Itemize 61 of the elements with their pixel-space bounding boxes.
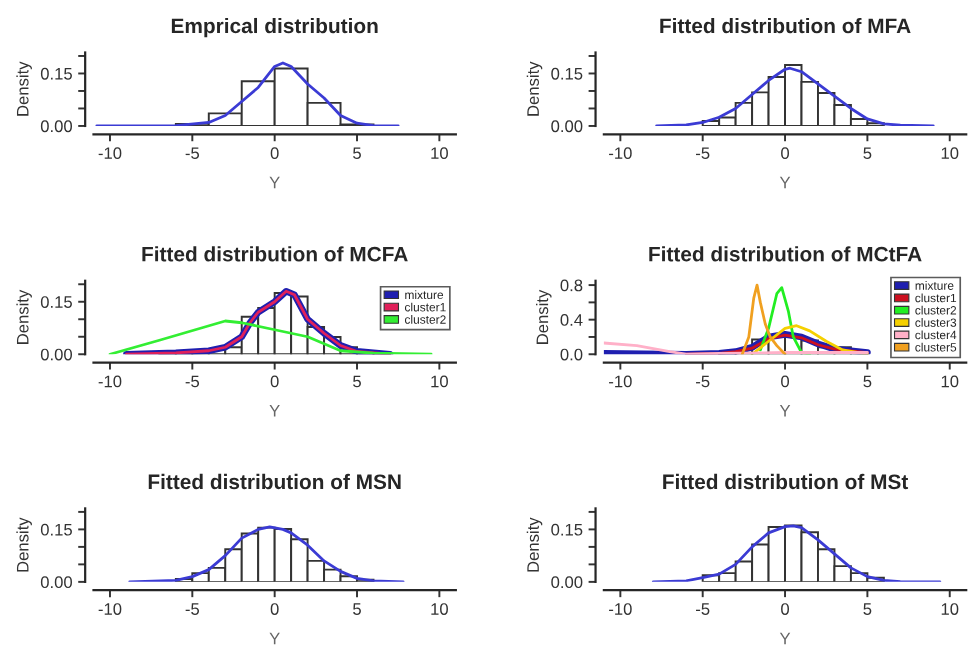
x-tick-label: 10 bbox=[431, 375, 448, 388]
y-tick-label: 0.15 bbox=[551, 523, 583, 536]
y-tick-label: 0.0 bbox=[560, 348, 583, 361]
x-tick-label: 0 bbox=[781, 147, 790, 160]
x-tick-label: 0 bbox=[781, 603, 790, 615]
chart-title: Fitted distribution of MSN bbox=[148, 473, 401, 490]
y-tick-label: 0.8 bbox=[560, 279, 583, 292]
y-tick-label: 0.15 bbox=[551, 67, 583, 80]
x-tick-label: -5 bbox=[696, 375, 710, 388]
y-tick-label: 0.00 bbox=[551, 120, 583, 133]
y-tick-label: 0.15 bbox=[40, 296, 72, 308]
y-axis-title: Density bbox=[16, 289, 32, 344]
x-tick-label: -5 bbox=[696, 147, 710, 160]
y-tick-label: 0.4 bbox=[560, 314, 583, 326]
y-tick-label: 0.15 bbox=[40, 67, 72, 80]
y-axis-title: Density bbox=[526, 61, 543, 116]
x-axis-title: Y bbox=[269, 176, 280, 189]
y-axis-title: Density bbox=[536, 289, 552, 344]
x-axis-title: Y bbox=[779, 176, 791, 189]
y-axis-title: Density bbox=[16, 517, 32, 572]
x-tick-label: -5 bbox=[696, 603, 710, 615]
x-axis-title: Y bbox=[779, 405, 791, 417]
chart-title: Emprical distribution bbox=[171, 17, 378, 38]
y-tick-label: 0.00 bbox=[40, 348, 73, 361]
x-tick-label: 5 bbox=[353, 375, 361, 388]
y-tick-label: 0.00 bbox=[40, 120, 73, 133]
x-tick-label: -10 bbox=[609, 147, 632, 160]
y-axis-title: Density bbox=[526, 517, 543, 572]
chart-title: Fitted distribution of MCFA bbox=[142, 246, 408, 262]
chart-title: Fitted distribution of MSt bbox=[663, 473, 909, 490]
y-tick-label: 0.00 bbox=[40, 576, 73, 589]
x-tick-label: 5 bbox=[863, 603, 872, 615]
y-axis-title: Density bbox=[16, 61, 32, 116]
x-tick-label: 5 bbox=[863, 147, 872, 160]
x-tick-label: 5 bbox=[353, 147, 361, 160]
x-tick-label: 10 bbox=[431, 603, 448, 615]
x-tick-label: 10 bbox=[941, 603, 959, 615]
x-tick-label: -10 bbox=[98, 603, 122, 615]
x-tick-label: -5 bbox=[185, 147, 200, 160]
x-tick-label: 10 bbox=[941, 147, 959, 160]
y-tick-label: 0.00 bbox=[551, 576, 583, 589]
x-tick-label: -10 bbox=[98, 147, 122, 160]
x-tick-label: 0 bbox=[781, 375, 790, 388]
x-tick-label: -10 bbox=[98, 375, 122, 388]
x-axis-title: Y bbox=[269, 632, 280, 645]
x-tick-label: 0 bbox=[270, 375, 279, 388]
x-tick-label: 5 bbox=[353, 603, 361, 615]
x-tick-label: 0 bbox=[270, 147, 279, 160]
x-axis-title: Y bbox=[269, 405, 280, 417]
y-tick-label: 0.15 bbox=[40, 523, 72, 536]
x-tick-label: 5 bbox=[863, 375, 872, 388]
x-tick-label: -10 bbox=[609, 603, 632, 615]
x-tick-label: -10 bbox=[609, 375, 632, 388]
x-tick-label: 10 bbox=[941, 375, 959, 388]
x-tick-label: -5 bbox=[185, 375, 200, 388]
chart-title: Fitted distribution of MCtFA bbox=[649, 246, 922, 262]
x-tick-label: -5 bbox=[185, 603, 200, 615]
x-axis-title: Y bbox=[779, 632, 791, 645]
x-tick-label: 0 bbox=[270, 603, 279, 615]
chart-title: Fitted distribution of MFA bbox=[660, 17, 911, 34]
x-tick-label: 10 bbox=[431, 147, 448, 160]
